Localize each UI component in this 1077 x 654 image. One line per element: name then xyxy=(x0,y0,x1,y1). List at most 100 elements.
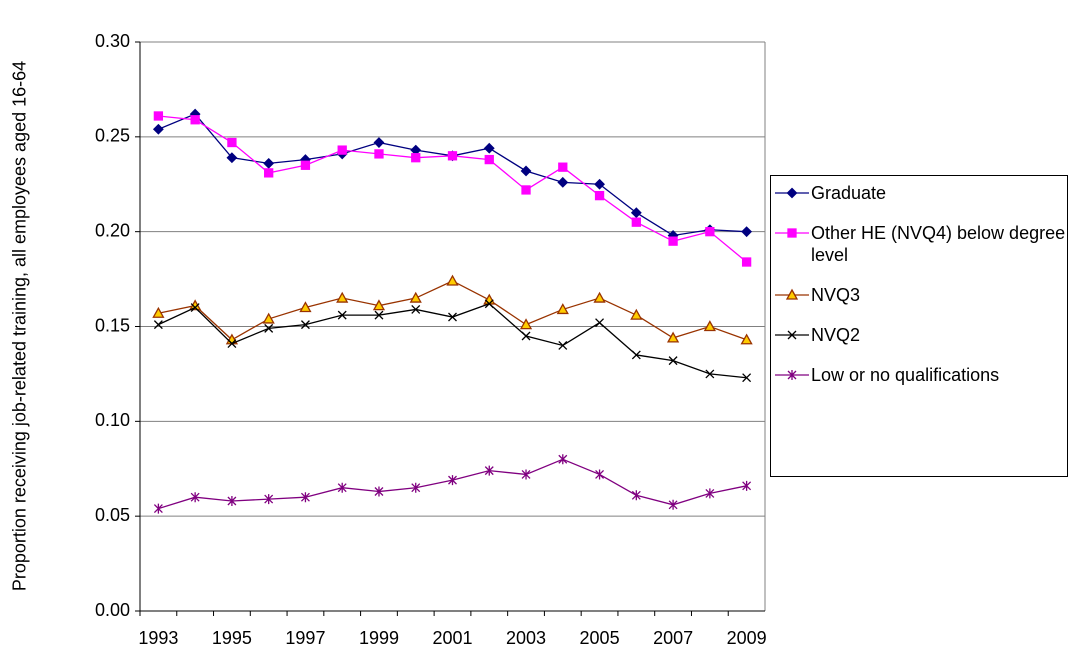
legend-marker xyxy=(786,187,798,199)
marker-shape xyxy=(190,303,200,312)
x-tick-label: 1999 xyxy=(359,628,399,648)
data-point xyxy=(411,304,421,314)
x-tick-label: 1997 xyxy=(285,628,325,648)
marker-shape xyxy=(483,142,495,154)
marker-shape xyxy=(264,494,274,505)
data-point xyxy=(742,373,752,383)
marker-shape xyxy=(262,312,275,324)
marker-shape xyxy=(594,178,605,190)
legend-icon xyxy=(775,228,809,238)
series-line xyxy=(158,113,747,237)
data-point xyxy=(668,236,678,246)
data-point xyxy=(153,503,163,514)
y-tick-label: 0.20 xyxy=(95,220,130,240)
data-point xyxy=(262,312,275,324)
legend-marker xyxy=(787,370,797,380)
marker-shape xyxy=(337,310,347,320)
data-point xyxy=(484,154,494,165)
legend-marker xyxy=(787,228,797,238)
series-line xyxy=(158,115,748,263)
marker-shape xyxy=(705,369,715,379)
data-point xyxy=(558,454,568,465)
y-tick-label: 0.10 xyxy=(95,410,130,430)
data-point xyxy=(264,494,274,505)
data-point xyxy=(595,469,605,480)
legend-icon xyxy=(775,370,809,380)
data-point xyxy=(411,153,421,163)
x-tick-label: 2001 xyxy=(432,628,472,648)
marker-shape xyxy=(558,162,568,172)
x-tick-label: 2005 xyxy=(580,628,620,648)
marker-shape xyxy=(447,151,458,161)
data-point xyxy=(409,291,422,303)
marker-shape xyxy=(411,304,421,314)
data-point xyxy=(741,257,752,267)
data-point xyxy=(190,492,200,503)
x-tick-label: 2009 xyxy=(727,628,767,648)
data-point xyxy=(631,217,641,227)
data-point xyxy=(742,480,752,491)
marker-shape xyxy=(785,288,799,300)
y-axis-label: Proportion receiving job-related trainin… xyxy=(9,60,30,592)
data-point xyxy=(594,178,605,190)
data-point xyxy=(264,168,274,178)
marker-shape xyxy=(630,308,643,320)
marker-shape xyxy=(484,299,494,309)
legend-icon xyxy=(775,187,809,199)
marker-shape xyxy=(227,137,237,148)
data-point xyxy=(703,320,716,332)
data-point xyxy=(630,308,643,320)
data-point xyxy=(300,492,310,503)
data-point xyxy=(668,356,678,366)
marker-shape xyxy=(521,185,531,195)
data-point xyxy=(595,318,605,328)
marker-shape xyxy=(631,217,641,227)
marker-shape xyxy=(631,490,641,501)
data-point xyxy=(630,207,642,219)
marker-shape xyxy=(374,149,384,159)
marker-shape xyxy=(226,152,238,164)
y-tick-label: 0.15 xyxy=(95,315,130,335)
marker-shape xyxy=(300,160,311,170)
legend-item: Graduate xyxy=(771,182,1067,204)
legend-icon xyxy=(775,330,809,340)
marker-shape xyxy=(742,480,752,491)
marker-shape xyxy=(337,145,347,155)
marker-shape xyxy=(631,350,641,360)
data-point xyxy=(152,123,164,135)
marker-shape xyxy=(668,356,678,366)
marker-shape xyxy=(264,168,274,178)
legend-label: NVQ2 xyxy=(811,325,861,345)
marker-shape xyxy=(705,488,715,499)
data-point xyxy=(668,499,678,510)
marker-shape xyxy=(448,475,457,486)
series-line xyxy=(158,280,747,341)
marker-shape xyxy=(337,482,347,493)
y-tick-label: 0.00 xyxy=(95,600,130,620)
data-point xyxy=(448,475,457,486)
legend-marker xyxy=(785,288,799,300)
y-tick-label: 0.05 xyxy=(95,505,130,525)
marker-shape xyxy=(372,299,386,311)
data-point xyxy=(558,341,568,350)
marker-shape xyxy=(630,207,642,219)
marker-shape xyxy=(448,312,457,322)
data-point xyxy=(411,482,421,493)
marker-shape xyxy=(446,274,459,286)
data-point xyxy=(372,299,386,311)
legend-item: Low or no qualifications xyxy=(771,364,1067,386)
legend-item: Other HE (NVQ4) below degree level xyxy=(771,222,1067,266)
marker-shape xyxy=(558,454,568,465)
marker-shape xyxy=(595,318,605,328)
data-point xyxy=(374,149,384,159)
legend-item: NVQ3 xyxy=(771,284,1067,306)
data-point xyxy=(264,323,274,333)
legend-icon xyxy=(775,288,809,300)
data-point xyxy=(484,465,494,476)
data-point xyxy=(227,137,237,148)
marker-shape xyxy=(374,486,384,497)
legend-label: Graduate xyxy=(811,183,887,203)
marker-shape xyxy=(705,227,715,237)
